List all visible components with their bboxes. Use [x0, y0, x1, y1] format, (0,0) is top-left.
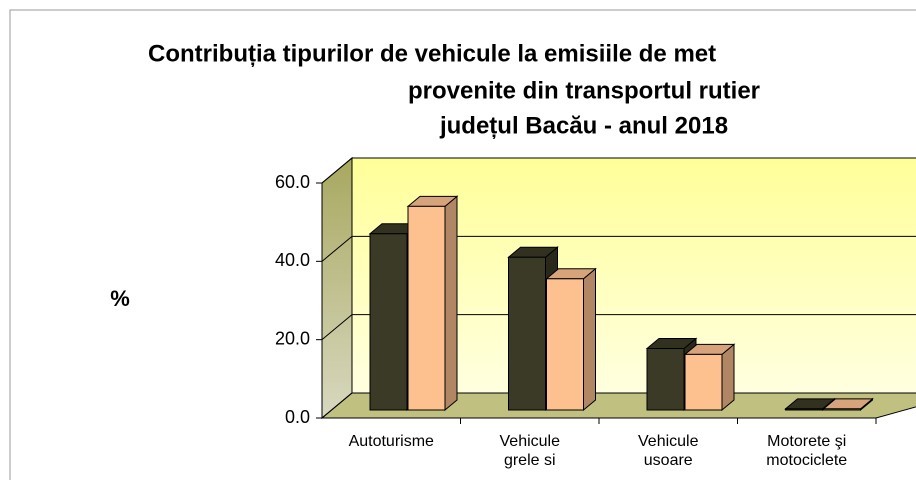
y-tick-label: 0.0	[285, 407, 310, 427]
y-axis-label: %	[110, 286, 130, 311]
x-tick-label: motociclete	[766, 452, 847, 469]
chart-title: județul Bacău - anul 2018	[439, 112, 728, 139]
grid-line	[321, 157, 353, 184]
bar	[546, 278, 584, 411]
bar	[823, 408, 861, 411]
x-tick-label: grele si	[504, 452, 556, 469]
x-tick-label: Vehicule	[500, 433, 561, 450]
bar	[785, 408, 823, 411]
grid-line	[321, 392, 353, 419]
x-tick-label: Motorete şi	[767, 433, 846, 450]
bar	[646, 348, 685, 411]
y-tick-label: 20.0	[275, 328, 310, 348]
grid-line	[321, 235, 353, 262]
bar	[684, 353, 723, 411]
grid-line	[321, 314, 353, 341]
chart-title: Contribuția tipurilor de vehicule la emi…	[148, 40, 716, 67]
bar	[369, 233, 408, 411]
y-tick-label: 60.0	[275, 172, 310, 192]
bar-side	[721, 343, 735, 412]
x-tick-label: usoare	[644, 452, 693, 469]
x-tick-label: Vehicule	[638, 433, 699, 450]
x-tick-label: Autoturisme	[349, 433, 434, 450]
bar-side	[583, 267, 596, 412]
chart-title: provenite din transportul rutier	[408, 77, 760, 104]
bar	[407, 205, 446, 411]
bar	[508, 256, 546, 411]
side-wall	[321, 156, 353, 420]
bar-side	[444, 195, 458, 412]
y-tick-label: 40.0	[275, 250, 310, 270]
